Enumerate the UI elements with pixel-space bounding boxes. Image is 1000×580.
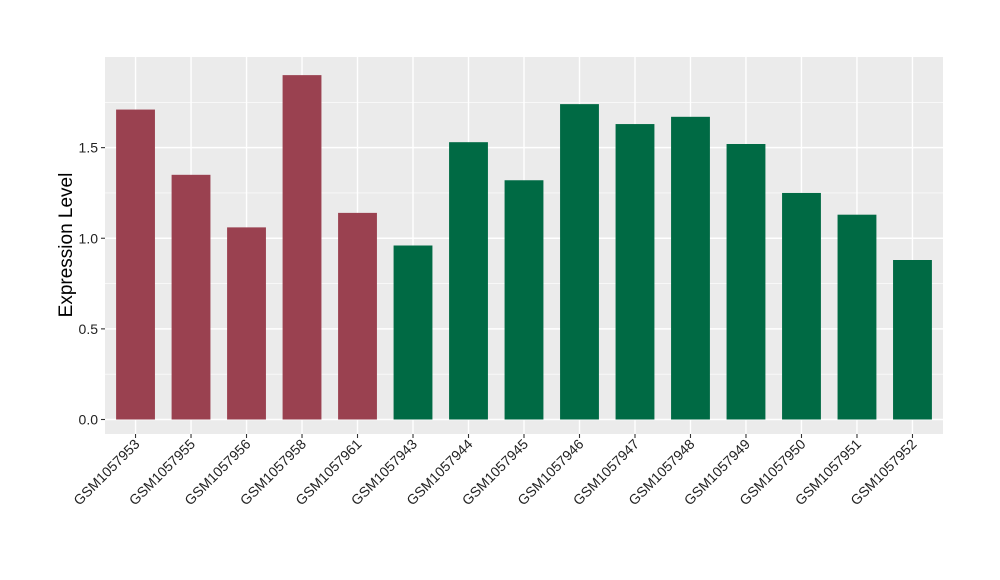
bar-GSM1057945 — [504, 180, 544, 420]
y-tick-label: 1.0 — [79, 230, 99, 246]
bar-GSM1057955 — [171, 174, 211, 420]
bar-GSM1057949 — [726, 144, 766, 420]
bar-GSM1057952 — [893, 260, 932, 420]
bar-GSM1057943 — [393, 245, 433, 420]
bar-GSM1057961 — [338, 212, 377, 420]
bar-GSM1057953 — [116, 109, 155, 420]
y-tick-label: 0.0 — [79, 412, 99, 428]
y-axis: 0.0 0.5 1.0 1.5 — [79, 140, 105, 428]
bar-GSM1057958 — [282, 75, 322, 420]
bar-GSM1057946 — [560, 104, 599, 420]
y-tick-label: 0.5 — [79, 321, 99, 337]
x-axis: GSM1057953GSM1057955GSM1057956GSM1057958… — [70, 434, 920, 508]
bar-GSM1057951 — [837, 214, 877, 420]
bar-GSM1057947 — [615, 124, 655, 420]
bar-GSM1057948 — [671, 116, 710, 420]
bar-GSM1057944 — [449, 142, 488, 420]
bar-GSM1057950 — [782, 192, 821, 420]
bar-GSM1057956 — [227, 227, 266, 420]
bars — [116, 75, 932, 420]
y-axis-title: Expression Level — [56, 173, 77, 318]
y-tick-label: 1.5 — [79, 140, 99, 156]
